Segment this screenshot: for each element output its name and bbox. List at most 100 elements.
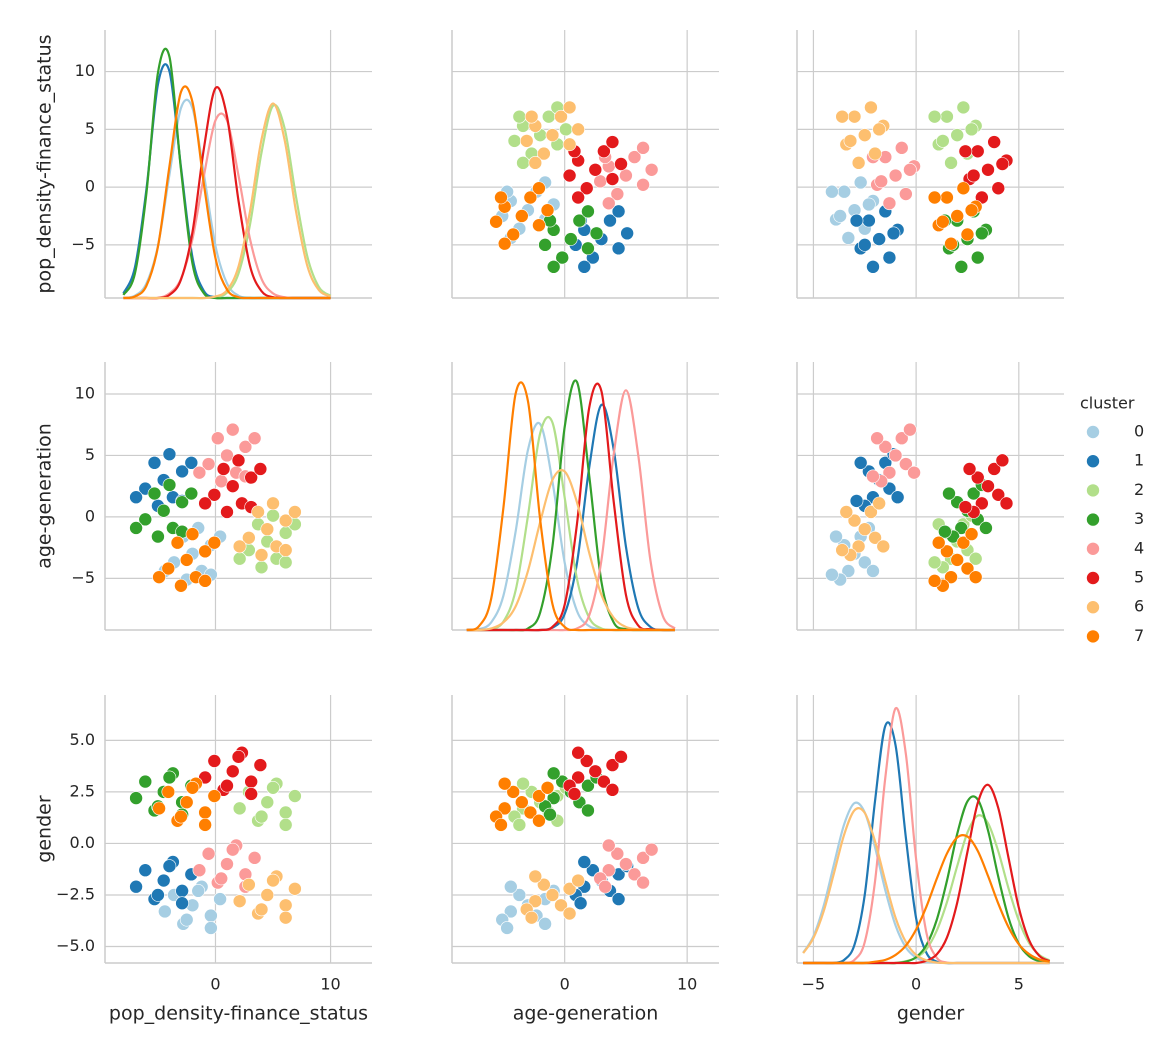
scatter-point	[968, 551, 983, 566]
legend-label: 6	[1134, 597, 1144, 616]
scatter-point	[559, 122, 573, 137]
scatter-point	[554, 898, 568, 913]
scatter-point	[532, 181, 546, 196]
scatter-point	[516, 776, 530, 791]
scatter-point	[497, 801, 512, 816]
y-axis-label: age-generation	[34, 423, 56, 569]
scatter-point	[232, 894, 247, 908]
scatter-point	[940, 190, 954, 205]
scatter-point	[532, 789, 546, 803]
legend-label: 5	[1134, 568, 1144, 587]
scatter-point	[857, 238, 872, 252]
scatter-point	[253, 462, 268, 476]
scatter-point	[954, 260, 969, 274]
scatter-point	[954, 521, 969, 535]
kde-line	[466, 415, 675, 632]
scatter-point	[251, 505, 265, 519]
scatter-point	[593, 174, 607, 189]
scatter-point	[192, 465, 207, 480]
scatter-point	[964, 203, 979, 218]
scatter-point	[849, 213, 864, 228]
scatter-point	[546, 260, 561, 274]
scatter-point	[242, 877, 256, 892]
kde-line	[466, 421, 675, 632]
scatter-point	[589, 226, 604, 241]
scatter-point	[610, 187, 625, 201]
scatter-point	[938, 524, 952, 539]
x-tick-label: 0	[911, 975, 921, 994]
scatter-point	[843, 134, 858, 148]
kde-line	[123, 85, 331, 300]
legend-marker	[1086, 425, 1100, 439]
scatter-point	[278, 555, 293, 570]
scatter-point	[512, 818, 527, 832]
scatter-point	[204, 921, 218, 935]
scatter-point	[571, 745, 585, 760]
scatter-point	[853, 456, 868, 470]
scatter-point	[636, 875, 650, 890]
scatter-point	[847, 513, 862, 528]
scatter-point	[156, 873, 171, 888]
scatter-point	[597, 774, 611, 789]
scatter-point	[882, 465, 897, 480]
scatter-point	[538, 917, 552, 931]
scatter-point	[562, 881, 577, 896]
scatter-point	[147, 486, 162, 501]
scatter-point	[868, 146, 882, 161]
scatter-point	[835, 543, 849, 557]
scatter-point	[158, 904, 172, 919]
scatter-point	[944, 156, 958, 170]
scatter-point	[497, 236, 512, 251]
scatter-point	[964, 527, 979, 541]
x-axis-label: gender	[897, 1003, 965, 1025]
scatter-point	[942, 486, 956, 501]
scatter-point	[975, 496, 989, 511]
scatter-point	[573, 896, 588, 911]
scatter-point	[210, 431, 225, 446]
scatter-point	[162, 859, 177, 873]
scatter-point	[956, 100, 971, 115]
scatter-point	[562, 906, 577, 921]
scatter-point	[567, 787, 582, 801]
scatter-point	[225, 764, 240, 779]
scatter-point	[138, 774, 153, 789]
scatter-point	[129, 791, 143, 805]
scatter-point	[220, 448, 234, 463]
scatter-point	[207, 789, 222, 803]
scatter-point	[537, 146, 551, 161]
scatter-point	[152, 570, 166, 584]
scatter-point	[825, 184, 839, 199]
scatter-point	[540, 203, 555, 218]
scatter-point	[489, 214, 503, 229]
scatter-point	[882, 196, 897, 211]
scatter-point	[970, 470, 985, 485]
scatter-point	[260, 522, 275, 536]
scatter-point	[862, 213, 876, 228]
scatter-point	[610, 846, 625, 861]
scatter-point	[562, 168, 577, 183]
legend-title: cluster	[1080, 394, 1135, 413]
scatter-point	[837, 184, 852, 199]
scatter-point	[260, 888, 275, 902]
legend-label: 4	[1134, 538, 1144, 557]
x-tick-label: 0	[560, 975, 570, 994]
scatter-point	[968, 570, 983, 584]
scatter-point	[605, 135, 620, 149]
scatter-point	[962, 462, 977, 476]
legend-label: 1	[1134, 451, 1144, 470]
scatter-point	[940, 544, 954, 559]
scatter-point	[532, 218, 546, 233]
scatter-point	[572, 213, 587, 228]
y-tick-label: 0	[85, 177, 95, 196]
scatter-point	[184, 456, 199, 470]
scatter-point	[254, 902, 269, 917]
scatter-point	[987, 462, 1001, 476]
y-axis-label: gender	[34, 795, 56, 863]
scatter-point	[841, 564, 856, 578]
y-tick-label: −5	[71, 234, 95, 253]
legend-marker	[1086, 629, 1100, 644]
kde-line	[123, 102, 332, 300]
legend-marker	[1086, 512, 1100, 527]
scatter-point	[956, 181, 971, 196]
